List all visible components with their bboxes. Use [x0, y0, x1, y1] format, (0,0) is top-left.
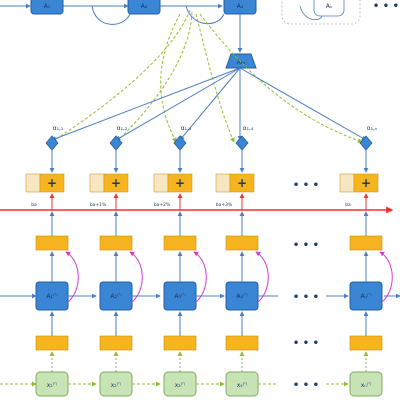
alpha-label-2: α₁,₂ [117, 125, 128, 132]
top-row: A₁ A₂ A₃ Aₙ • • • [0, 0, 399, 25]
combine-box-4 [229, 173, 255, 193]
alpha-label-3: α₁,₃ [181, 125, 192, 132]
orange-lower-2 [99, 335, 133, 351]
magenta-curve-3 [193, 251, 207, 303]
column-3: α₁,₃ + ba+2% A₃⁽ʹ⁾ x₃⁽ʹ⁾ [153, 125, 207, 397]
encoder-label-1: A₁⁽ʹ⁾ [46, 293, 58, 300]
top-node-2 [127, 0, 161, 15]
plus-icon: + [237, 176, 247, 190]
input-label-5: xₙ⁽ʹ⁾ [361, 382, 372, 389]
green-attention-curves [51, 9, 363, 143]
combine-left-4 [215, 173, 231, 193]
combine-dots: • • • [293, 180, 319, 191]
top-node-n-label: Aₙ [326, 3, 333, 10]
column-1: α₁,₁ + ba A₁⁽ʹ⁾ x₁⁽ʹ⁾ [25, 125, 79, 397]
red-label-3: ba+2% [154, 202, 171, 208]
magenta-curve-2 [129, 251, 143, 303]
input-label-2: x₂⁽ʹ⁾ [111, 382, 122, 389]
column-2: α₁,₂ + ba+1% A₂⁽ʹ⁾ x₂⁽ʹ⁾ [89, 125, 143, 397]
input-label-3: x₃⁽ʹ⁾ [175, 382, 186, 389]
plus-icon: + [47, 176, 57, 190]
combine-box-5 [353, 173, 379, 193]
top-node-2-label: A₂ [141, 3, 148, 10]
alpha-label-4: α₁,₄ [243, 125, 254, 132]
orange-upper-3 [163, 235, 197, 251]
encoder-label-5: Aₙ⁽ʹ⁾ [360, 293, 372, 300]
red-label-2: ba+1% [90, 202, 107, 208]
encoder-label-2: A₂⁽ʹ⁾ [110, 293, 122, 300]
aggregator-edges [51, 67, 367, 141]
gap-dots: • • • • • • • • • • • • • • • [293, 180, 319, 391]
plus-icon: + [111, 176, 121, 190]
orange-upper-2 [99, 235, 133, 251]
aggregator-node [225, 53, 257, 69]
magenta-curve-4 [255, 251, 269, 303]
column-4: α₁,₄ + ba+3% A₄⁽ʹ⁾ x₄⁽ʹ⁾ [215, 125, 269, 397]
red-label-4: ba+3% [216, 202, 233, 208]
combine-left-2 [89, 173, 105, 193]
orange-dots-upper: • • • [293, 240, 319, 251]
plus-icon: + [175, 176, 185, 190]
plus-icon: + [361, 176, 371, 190]
combine-left-1 [25, 173, 41, 193]
orange-upper-5 [349, 235, 383, 251]
red-label-1: ba [31, 202, 37, 208]
input-dots: • • • [293, 380, 319, 391]
encoder-dots: • • • [293, 292, 319, 303]
columns: α₁,₁+baA₁⁽ʹ⁾x₁⁽ʹ⁾α₁,₂+ba+1%A₂⁽ʹ⁾x₂⁽ʹ⁾α₁,… [25, 125, 393, 397]
orange-dots-lower: • • • [293, 338, 319, 349]
top-node-1 [30, 0, 64, 15]
alpha-diamond-3 [173, 135, 187, 151]
orange-upper-4 [225, 235, 259, 251]
top-node-1-label: A₁ [44, 3, 51, 10]
orange-lower-3 [163, 335, 197, 351]
magenta-curve-1 [65, 251, 79, 303]
input-label-4: x₄⁽ʹ⁾ [237, 382, 248, 389]
combine-left-3 [153, 173, 169, 193]
alpha-diamond-4 [235, 135, 249, 151]
combine-left-5 [339, 173, 355, 193]
combine-box-2 [103, 173, 129, 193]
orange-lower-5 [349, 335, 383, 351]
orange-upper-1 [35, 235, 69, 251]
top-node-n-inner [313, 0, 345, 17]
column-5: α₁,ₙ + ba Aₙ⁽ʹ⁾ xₙ⁽ʹ⁾ [339, 125, 393, 397]
alpha-label-1: α₁,₁ [53, 125, 64, 132]
alpha-label-5: α₁,ₙ [367, 125, 378, 132]
orange-lower-1 [35, 335, 69, 351]
aggregator: Aₐᵧ [225, 14, 257, 69]
red-label-5: ba [345, 202, 351, 208]
input-label-1: x₁⁽ʹ⁾ [47, 382, 58, 389]
combine-box-1 [39, 173, 65, 193]
magenta-curve-5 [379, 251, 393, 303]
encoder-label-3: A₃⁽ʹ⁾ [174, 293, 186, 300]
aggregator-label: Aₐᵧ [237, 59, 246, 66]
orange-lower-4 [225, 335, 259, 351]
top-row-dots: • • • [373, 1, 399, 12]
top-node-3-label: A₃ [237, 3, 244, 10]
combine-box-3 [167, 173, 193, 193]
encoder-label-4: A₄⁽ʹ⁾ [236, 293, 248, 300]
